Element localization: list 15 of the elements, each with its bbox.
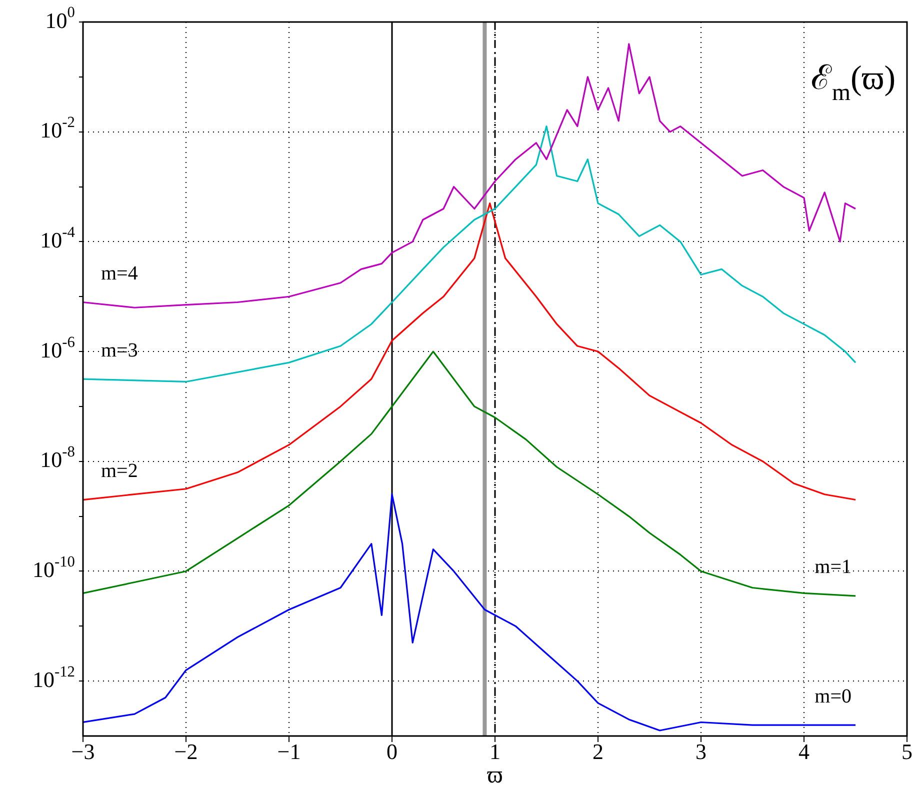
x-tick-label: −1 [277,738,301,764]
x-axis-title: ϖ [487,762,503,786]
x-tick-label: −3 [71,738,95,764]
x-tick-label: 1 [490,738,500,764]
series-label: m=1 [814,556,852,578]
x-tick-label: 5 [902,738,912,764]
series-label: m=4 [101,262,138,284]
series-label: m=2 [101,460,138,482]
x-tick-label: 2 [592,738,604,764]
x-tick-label: 0 [386,738,398,764]
x-tick-label: 4 [798,738,810,764]
x-tick-label: −2 [174,738,198,764]
series-label: m=0 [814,685,852,708]
series-label: m=3 [101,339,138,362]
x-tick-label: 3 [696,738,706,764]
